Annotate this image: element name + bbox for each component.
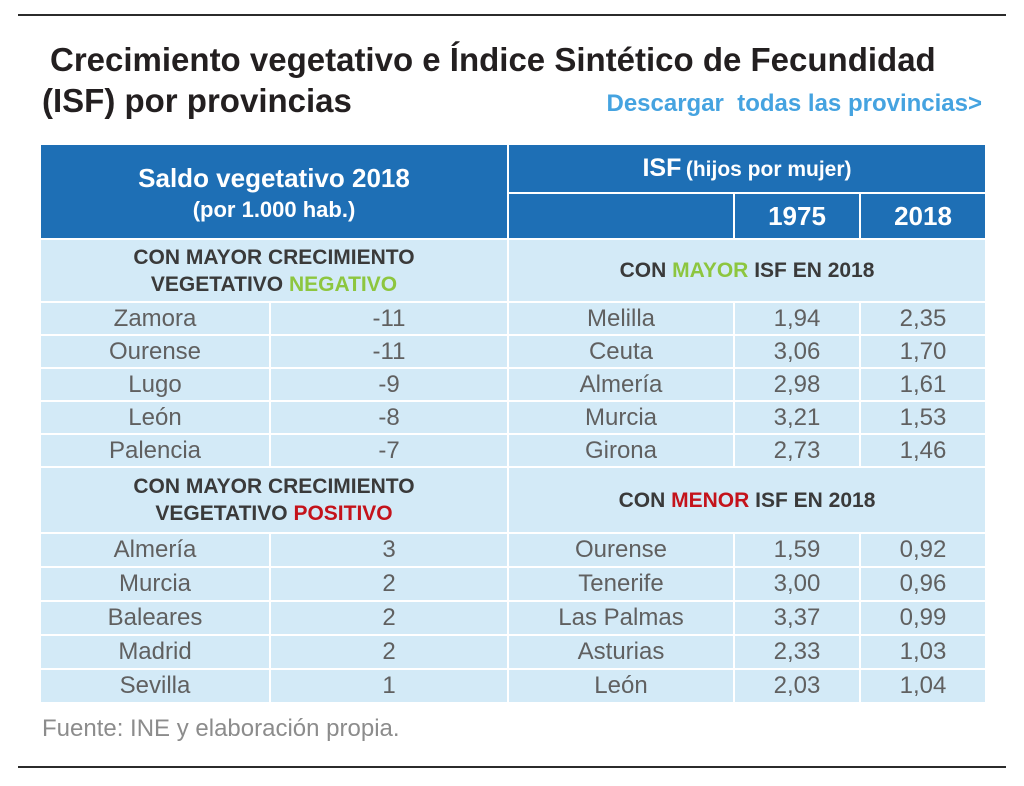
- isf-province-cell: Las Palmas: [509, 602, 733, 634]
- isf-header-spacer: [509, 194, 733, 238]
- saldo-province-cell: Almería: [41, 534, 269, 566]
- saldo-group-header: CON MAYOR CRECIMIENTO VEGETATIVO POSITIV…: [41, 468, 507, 532]
- isf-2018-cell: 1,04: [861, 670, 985, 702]
- saldo-province-cell: Zamora: [41, 303, 269, 334]
- saldo-value-cell: 2: [271, 636, 507, 668]
- isf-2018-cell: 1,03: [861, 636, 985, 668]
- top-rule: [18, 14, 1006, 16]
- isf-2018-cell: 1,53: [861, 402, 985, 433]
- saldo-province-cell: Ourense: [41, 336, 269, 367]
- isf-1975-cell: 1,94: [735, 303, 859, 334]
- saldo-header-unit: (por 1.000 hab.): [192, 196, 356, 222]
- isf-header-title: ISF: [642, 154, 682, 182]
- isf-1975-cell: 2,03: [735, 670, 859, 702]
- saldo-province-cell: Baleares: [41, 602, 269, 634]
- isf-province-cell: Almería: [509, 369, 733, 400]
- saldo-group-label-highlight: NEGATIVO: [288, 272, 398, 296]
- isf-2018-cell: 2,35: [861, 303, 985, 334]
- isf-2018-cell: 1,46: [861, 435, 985, 466]
- isf-province-cell: Melilla: [509, 303, 733, 334]
- isf-2018-cell: 0,96: [861, 568, 985, 600]
- saldo-value-cell: 3: [271, 534, 507, 566]
- saldo-province-cell: Murcia: [41, 568, 269, 600]
- isf-column-header-2018: 2018: [861, 194, 985, 238]
- title-line: (ISF) por provincias: [42, 82, 352, 119]
- saldo-group-label-highlight: POSITIVO: [293, 502, 393, 525]
- isf-2018-cell: 1,70: [861, 336, 985, 367]
- isf-2018-cell: 1,61: [861, 369, 985, 400]
- saldo-province-cell: Madrid: [41, 636, 269, 668]
- download-all-provinces-link[interactable]: Descargar todas las provincias>: [606, 90, 982, 117]
- saldo-province-cell: Palencia: [41, 435, 269, 466]
- isf-header: ISF (hijos por mujer): [509, 145, 985, 192]
- saldo-province-cell: Lugo: [41, 369, 269, 400]
- data-table: Saldo vegetativo 2018 (por 1.000 hab.) CON…: [41, 145, 985, 702]
- saldo-header: Saldo vegetativo 2018 (por 1.000 hab.): [41, 145, 507, 238]
- isf-group-header: CON MENOR ISF EN 2018: [509, 468, 985, 532]
- isf-province-cell: Murcia: [509, 402, 733, 433]
- saldo-group-header: CON MAYOR CRECIMIENTO VEGETATIVO NEGATIV…: [41, 240, 507, 301]
- saldo-header-title: Saldo vegetativo 2018: [138, 162, 410, 193]
- isf-1975-cell: 1,59: [735, 534, 859, 566]
- isf-group-header: CON MAYOR ISF EN 2018: [509, 240, 985, 301]
- isf-column-header-1975: 1975: [735, 194, 859, 238]
- saldo-group-label: CON MAYOR CRECIMIENTO VEGETATIVO POSITIV…: [109, 473, 439, 527]
- isf-1975-cell: 3,00: [735, 568, 859, 600]
- isf-group-label-highlight: MENOR: [671, 488, 750, 512]
- isf-2018-cell: 0,92: [861, 534, 985, 566]
- saldo-value-cell: 2: [271, 568, 507, 600]
- isf-1975-cell: 3,21: [735, 402, 859, 433]
- isf-header-unit: (hijos por mujer): [685, 158, 852, 181]
- isf-group-label-text: ISF EN 2018: [754, 259, 875, 282]
- isf-1975-cell: 2,33: [735, 636, 859, 668]
- saldo-value-cell: 1: [271, 670, 507, 702]
- isf-group-label-highlight: MAYOR: [672, 259, 749, 282]
- saldo-value-cell: -8: [271, 402, 507, 433]
- isf-1975-cell: 3,06: [735, 336, 859, 367]
- saldo-value-cell: -7: [271, 435, 507, 466]
- isf-province-cell: Ourense: [509, 534, 733, 566]
- isf-group-label-text: CON: [619, 259, 667, 282]
- isf-header-text: ISF (hijos por mujer): [642, 154, 851, 183]
- saldo-value-cell: -11: [271, 303, 507, 334]
- isf-province-cell: Girona: [509, 435, 733, 466]
- page-title: Crecimiento vegetativo e Índice Sintétic…: [42, 39, 936, 121]
- isf-province-cell: León: [509, 670, 733, 702]
- isf-province-cell: Tenerife: [509, 568, 733, 600]
- isf-group-label-text: ISF EN 2018: [755, 488, 876, 512]
- isf-1975-cell: 2,73: [735, 435, 859, 466]
- isf-province-cell: Ceuta: [509, 336, 733, 367]
- saldo-value-cell: 2: [271, 602, 507, 634]
- saldo-province-cell: Sevilla: [41, 670, 269, 702]
- isf-province-cell: Asturias: [509, 636, 733, 668]
- saldo-value-cell: -11: [271, 336, 507, 367]
- source-note: Fuente: INE y elaboración propia.: [42, 715, 400, 742]
- saldo-group-label-text: CON MAYOR CRECIMIENTO VEGETATIVO: [133, 475, 415, 525]
- isf-1975-cell: 2,98: [735, 369, 859, 400]
- saldo-value-cell: -9: [271, 369, 507, 400]
- saldo-province-cell: León: [41, 402, 269, 433]
- bottom-rule: [18, 766, 1006, 768]
- isf-2018-cell: 0,99: [861, 602, 985, 634]
- isf-group-label: CON MAYOR ISF EN 2018: [620, 257, 875, 284]
- isf-group-label: CON MENOR ISF EN 2018: [619, 487, 876, 514]
- isf-group-label-text: CON: [618, 488, 666, 512]
- saldo-group-label: CON MAYOR CRECIMIENTO VEGETATIVO NEGATIV…: [109, 244, 439, 298]
- isf-1975-cell: 3,37: [735, 602, 859, 634]
- saldo-group-label-text: CON MAYOR CRECIMIENTO VEGETATIVO: [133, 245, 415, 296]
- title-line: Crecimiento vegetativo e Índice Sintétic…: [50, 41, 936, 78]
